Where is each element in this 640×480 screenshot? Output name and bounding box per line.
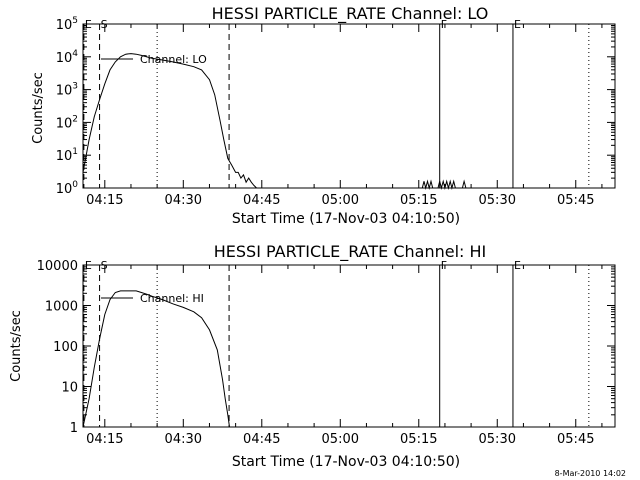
x-tick-label: 04:15	[86, 432, 123, 447]
y-tick-label: 100	[56, 180, 79, 197]
x-tick-label: 04:45	[243, 432, 280, 447]
lo-channel-panel: HESSI PARTICLE_RATE Channel: LO Counts/s…	[31, 4, 616, 227]
x-tick-label: 04:45	[243, 193, 280, 208]
legend-label: Channel: HI	[140, 292, 204, 305]
x-tick-label: 05:30	[479, 193, 516, 208]
data-line	[82, 53, 260, 189]
y-axis-label: Counts/sec	[31, 72, 46, 144]
y-axis-label: Counts/sec	[9, 310, 24, 382]
legend-label: Channel: LO	[140, 53, 207, 66]
data-line	[82, 290, 230, 428]
y-tick-label: 1000	[45, 300, 78, 315]
panel-title: HESSI PARTICLE_RATE Channel: LO	[212, 4, 489, 24]
panel-title: HESSI PARTICLE_RATE Channel: HI	[214, 242, 487, 262]
x-tick-label: 05:00	[322, 193, 359, 208]
x-tick-label: 04:30	[165, 432, 202, 447]
marker-label: F	[441, 18, 447, 31]
marker-label: F	[441, 259, 447, 272]
marker-label: E	[85, 18, 92, 31]
y-tick-label: 100	[53, 340, 78, 355]
y-tick-label: 105	[56, 16, 78, 33]
y-tick-label: 10	[61, 381, 78, 396]
y-tick-label: 1	[70, 421, 78, 436]
marker-label: E	[514, 259, 521, 272]
x-tick-label: 05:15	[400, 193, 437, 208]
y-tick-label: 101	[56, 147, 78, 164]
data-line	[461, 179, 467, 189]
x-tick-label: 05:00	[322, 432, 359, 447]
marker-label: E	[514, 18, 521, 31]
x-tick-label: 05:15	[400, 432, 437, 447]
x-axis-label: Start Time (17-Nov-03 04:10:50)	[232, 211, 460, 227]
y-tick-label: 102	[56, 114, 78, 131]
footer-timestamp: 8-Mar-2010 14:02	[555, 469, 626, 478]
y-tick-label: 103	[56, 82, 78, 99]
x-tick-label: 05:45	[557, 193, 594, 208]
data-line	[421, 179, 434, 190]
data-line	[437, 179, 456, 190]
marker-label: E	[85, 259, 92, 272]
x-tick-label: 05:30	[479, 432, 516, 447]
y-tick-label: 10000	[37, 259, 78, 274]
x-tick-label: 04:15	[86, 193, 123, 208]
marker-label: S	[101, 18, 108, 31]
y-tick-label: 104	[56, 49, 79, 66]
marker-label: S	[101, 259, 108, 272]
hi-channel-panel: HESSI PARTICLE_RATE Channel: HI Counts/s…	[9, 242, 616, 470]
x-axis-label: Start Time (17-Nov-03 04:10:50)	[232, 454, 460, 470]
plot-frame	[82, 264, 616, 428]
x-tick-label: 05:45	[557, 432, 594, 447]
plot-frame	[82, 23, 616, 189]
x-tick-label: 04:30	[165, 193, 202, 208]
